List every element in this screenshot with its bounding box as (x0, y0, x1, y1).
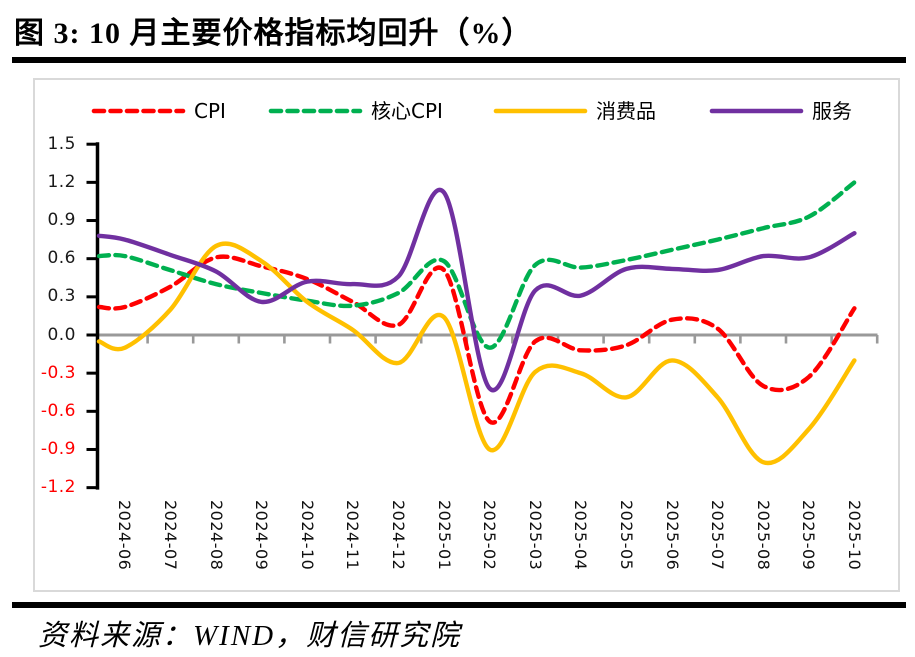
x-tick-label: 2025-01 (434, 500, 454, 571)
services-line-sample-icon (709, 108, 804, 114)
x-tick-label: 2024-11 (343, 500, 363, 571)
x-tick-label: 2024-08 (206, 500, 226, 571)
x-tick-label: 2024-12 (388, 500, 408, 571)
legend-label-consumer-goods: 消费品 (596, 99, 656, 123)
y-tick-label: 0.0 (47, 324, 76, 345)
x-tick-label: 2024-09 (252, 500, 272, 571)
x-tick-label: 2024-10 (297, 500, 317, 571)
x-tick-label: 2025-06 (662, 500, 682, 571)
x-tick-label: 2025-10 (844, 500, 864, 571)
y-tick-label: 1.5 (47, 133, 76, 154)
legend-item-consumer-goods: 消费品 (492, 99, 656, 123)
y-tick-label: 1.2 (47, 171, 76, 192)
x-tick-label: 2025-09 (799, 500, 819, 571)
page-title: 图 3: 10 月主要价格指标均回升（%） (14, 17, 533, 50)
y-tick-label: 0.3 (47, 286, 76, 307)
y-tick-label: -1.2 (40, 477, 76, 498)
legend-item-cpi: CPI (90, 99, 226, 123)
y-tick-label: -0.9 (40, 438, 76, 459)
footer-divider-rule (12, 602, 906, 608)
consumer-goods-line-sample-icon (493, 108, 588, 114)
x-tick-label: 2025-04 (571, 500, 591, 571)
legend-item-core-cpi: 核心CPI (267, 99, 443, 123)
x-tick-label: 2025-08 (753, 500, 773, 571)
y-tick-label: -0.6 (40, 400, 76, 421)
x-tick-label: 2025-02 (480, 500, 500, 571)
core-cpi-line-sample-icon (268, 108, 363, 114)
series-line-3 (96, 187, 857, 393)
title-divider-rule (12, 57, 906, 63)
x-tick-label: 2025-05 (616, 500, 636, 571)
legend-label-cpi: CPI (194, 99, 226, 123)
series-line-2 (96, 241, 857, 466)
legend-item-services: 服务 (708, 99, 852, 123)
source-note: 资料来源：WIND，财信研究院 (38, 620, 462, 652)
cpi-line-sample-icon (91, 108, 186, 114)
y-tick-label: 0.6 (47, 248, 76, 269)
x-tick-label: 2024-06 (115, 500, 135, 571)
legend-label-core-cpi: 核心CPI (371, 99, 443, 123)
series-line-0 (96, 254, 857, 425)
y-tick-label: -0.3 (40, 362, 76, 383)
x-tick-label: 2025-07 (708, 500, 728, 571)
x-tick-label: 2025-03 (525, 500, 545, 571)
legend-label-services: 服务 (812, 99, 852, 123)
y-tick-label: 0.9 (47, 210, 76, 231)
x-tick-label: 2024-07 (160, 500, 180, 571)
